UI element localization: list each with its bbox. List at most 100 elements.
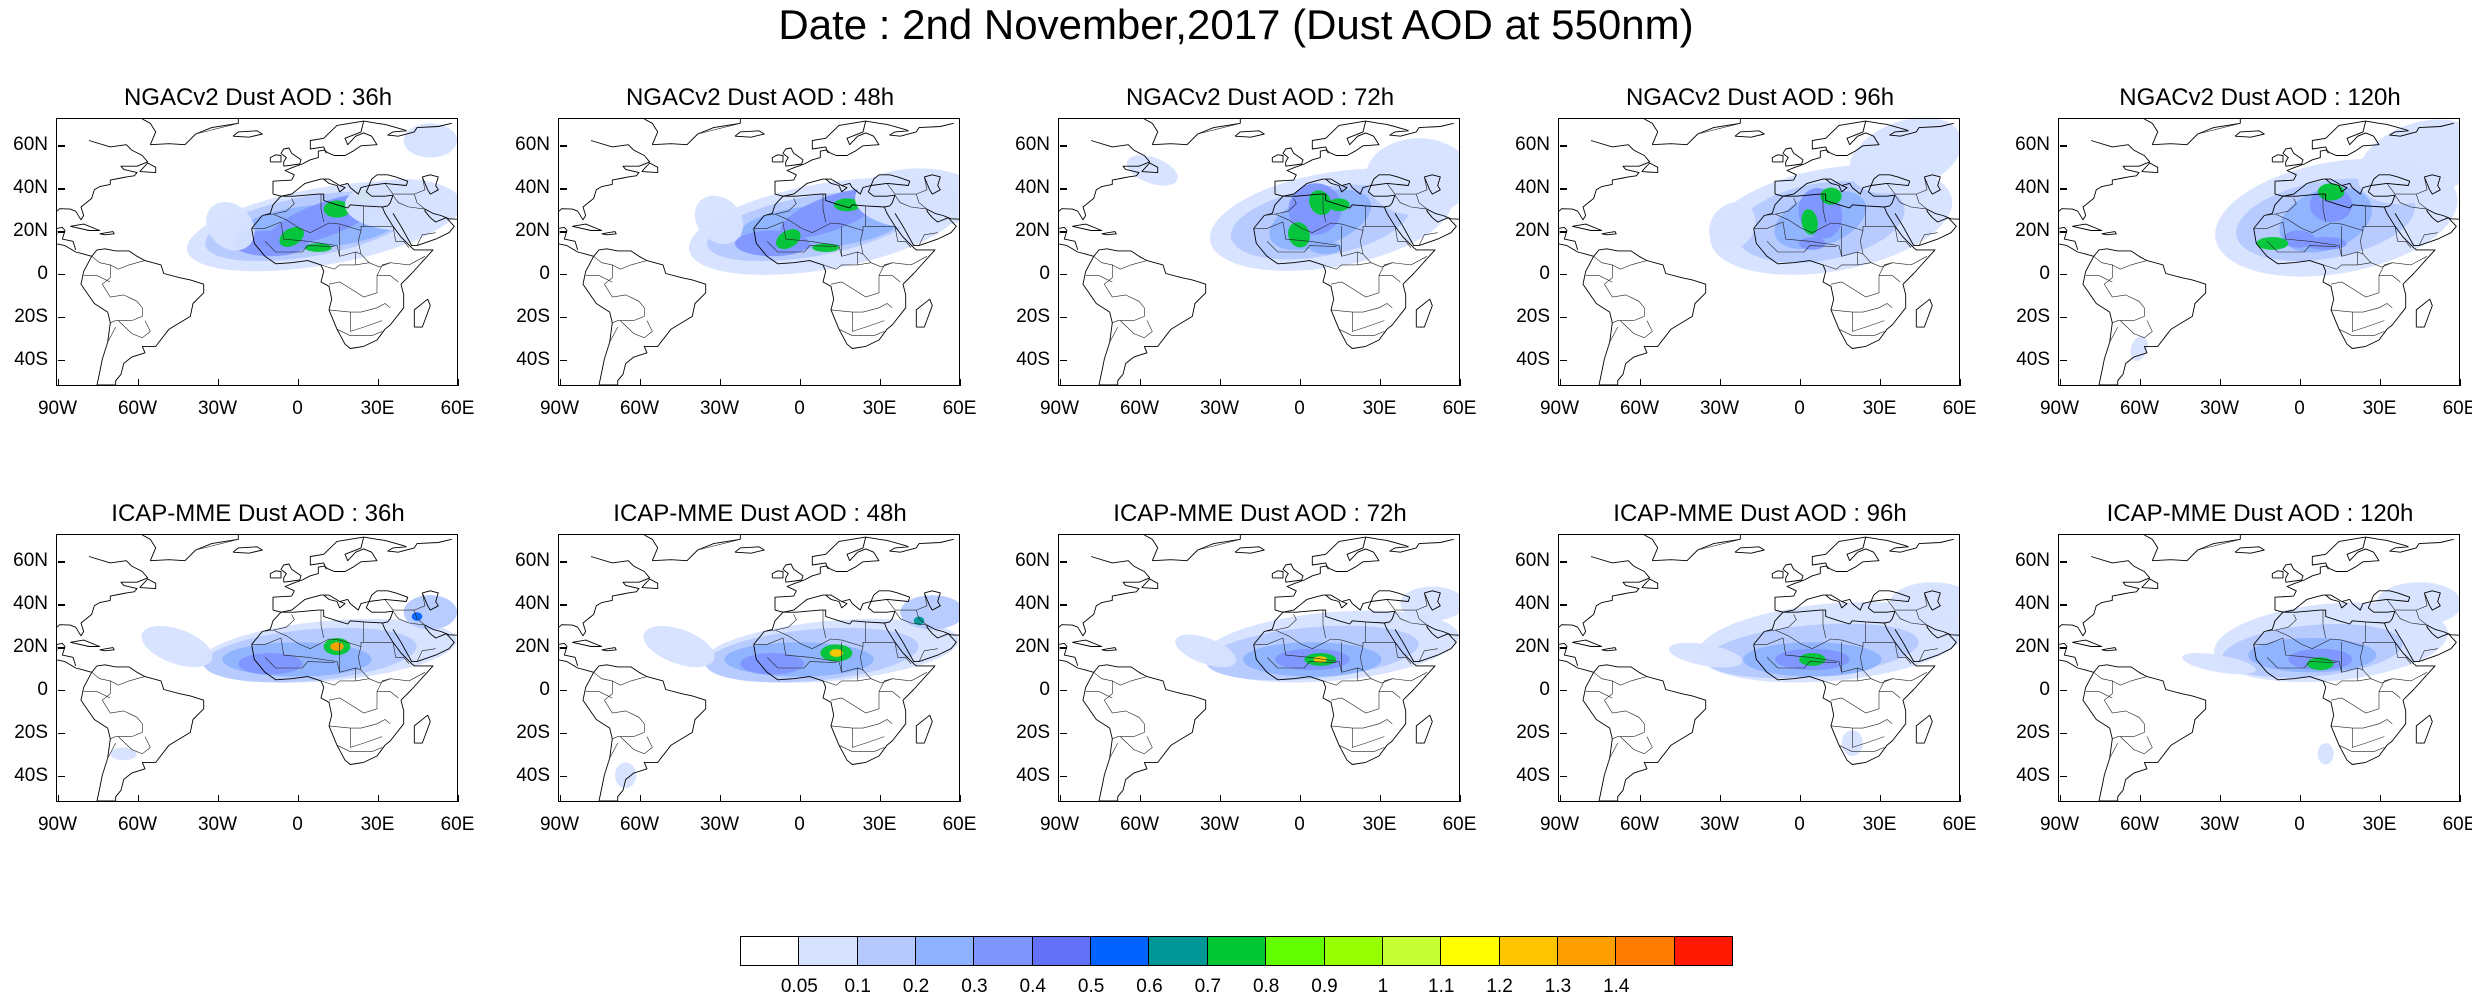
map-panel: ICAP-MME Dust AOD : 72h 60N 40N 20N 0 20S 40S 9… (1015, 500, 1476, 835)
map-panel: NGACv2 Dust AOD : 96h 60N 40N 20N 0 20S 40S 90W… (1515, 84, 1976, 419)
country-borders (1059, 123, 1438, 360)
lat-tick (1559, 273, 1567, 276)
lon-tick (1719, 378, 1721, 386)
lat-tick-label: 40S (14, 764, 48, 786)
lat-tick-label: 40N (1015, 593, 1050, 615)
lat-tick-label: 0 (1039, 262, 1050, 284)
country-borders (1059, 539, 1438, 776)
lat-tick-label: 40S (1016, 348, 1050, 370)
lon-tick-label: 30W (2199, 814, 2240, 835)
colorbar-swatch (973, 936, 1033, 966)
colorbar-swatch (1148, 936, 1208, 966)
colorbar-label: 0.5 (1077, 976, 1105, 997)
lat-tick-label: 60N (1515, 550, 1550, 572)
panel-title: ICAP-MME Dust AOD : 36h (111, 500, 405, 527)
map-panel: NGACv2 Dust AOD : 120h 60N 40N 20N 0 20S 40S 90… (2015, 84, 2472, 419)
lat-tick (1559, 647, 1567, 649)
lat-tick-label: 0 (539, 262, 550, 284)
lat-tick (2059, 561, 2067, 563)
lat-tick-label: 20S (14, 721, 48, 743)
lat-tick-label: 60N (515, 550, 550, 572)
lat-tick (559, 359, 567, 362)
lon-tick (297, 794, 299, 802)
panel-title: ICAP-MME Dust AOD : 96h (1613, 500, 1907, 527)
lon-tick (799, 794, 801, 802)
lon-tick-label: 30W (699, 814, 740, 835)
coastlines (2059, 119, 2459, 385)
lat-tick (2059, 188, 2067, 190)
lat-tick (57, 273, 65, 276)
lon-tick (1459, 378, 1461, 386)
colorbar-swatch (1381, 936, 1442, 966)
lat-tick (1059, 732, 1067, 735)
lat-tick (57, 231, 65, 233)
coastlines (559, 119, 959, 385)
lat-tick (1059, 561, 1067, 563)
lon-tick-label: 60E (1942, 814, 1977, 835)
coastlines (559, 535, 959, 801)
lat-tick-label: 20N (13, 220, 48, 242)
lon-tick (2139, 794, 2141, 802)
colorbar-label: 0.7 (1194, 976, 1222, 997)
lat-tick-label: 0 (37, 678, 48, 700)
dust-aod-map (2059, 119, 2459, 385)
lat-tick-label: 20N (515, 636, 550, 658)
country-borders (559, 123, 938, 360)
lon-tick (2139, 378, 2141, 386)
lon-tick (1219, 794, 1221, 802)
lat-tick (1559, 689, 1567, 692)
lon-tick (2379, 794, 2381, 802)
lat-tick-label: 0 (1539, 678, 1550, 700)
lat-tick-label: 40N (1515, 593, 1550, 615)
lat-tick (1059, 273, 1067, 276)
lon-tick (2059, 378, 2061, 386)
lon-tick (1379, 794, 1381, 802)
dust-plume (110, 595, 457, 761)
coastlines (1559, 119, 1959, 385)
country-borders (2059, 123, 2438, 360)
lon-tick (1799, 794, 1801, 802)
panel-title: NGACv2 Dust AOD : 36h (123, 84, 393, 111)
lat-tick-label: 0 (539, 678, 550, 700)
lat-tick (2059, 732, 2067, 735)
lon-tick (559, 378, 561, 386)
colorbar-label: 0.4 (1019, 976, 1046, 997)
colorbar-swatch (1090, 936, 1150, 966)
lon-tick-label: 30E (1362, 398, 1397, 419)
lon-tick-label: 60E (2442, 398, 2472, 419)
lon-tick-label: 0 (292, 398, 303, 419)
lon-tick-label: 90W (2039, 814, 2080, 835)
lon-tick-label: 60E (440, 398, 475, 419)
lat-tick-label: 60N (13, 134, 48, 156)
lon-tick-label: 60W (1119, 398, 1160, 419)
lat-tick (559, 689, 567, 692)
map-frame (2058, 118, 2460, 386)
lon-tick (799, 378, 801, 386)
map-frame (1558, 534, 1960, 802)
lat-tick-label: 20S (1016, 305, 1050, 327)
lon-tick (639, 794, 641, 802)
lon-tick-label: 30W (699, 398, 740, 419)
coastlines (57, 535, 457, 801)
map-panel: NGACv2 Dust AOD : 72h 60N 40N 20N 0 20S 40S 90W… (1015, 84, 1476, 419)
dust-plume (1126, 138, 1459, 271)
lon-tick-label: 0 (2294, 398, 2305, 419)
colorbar-swatch (1615, 936, 1675, 966)
lat-tick (1059, 604, 1067, 606)
lon-tick-label: 30W (1199, 398, 1240, 419)
lat-tick (1059, 316, 1067, 319)
lon-tick-label: 60W (117, 398, 158, 419)
lat-tick-label: 40N (2015, 593, 2050, 615)
lon-tick (2459, 378, 2461, 386)
lon-tick (1959, 378, 1961, 386)
dust-plume (615, 595, 959, 789)
dust-aod-map (57, 535, 457, 801)
lon-tick (2059, 794, 2061, 802)
dust-plume (2130, 119, 2459, 361)
lat-tick-label: 0 (37, 262, 48, 284)
colorbar-swatch (915, 936, 975, 966)
lon-tick-label: 30W (197, 814, 238, 835)
dust-aod-map (1059, 119, 1459, 385)
lon-tick-label: 90W (2039, 398, 2080, 419)
lon-tick-label: 90W (1539, 814, 1580, 835)
